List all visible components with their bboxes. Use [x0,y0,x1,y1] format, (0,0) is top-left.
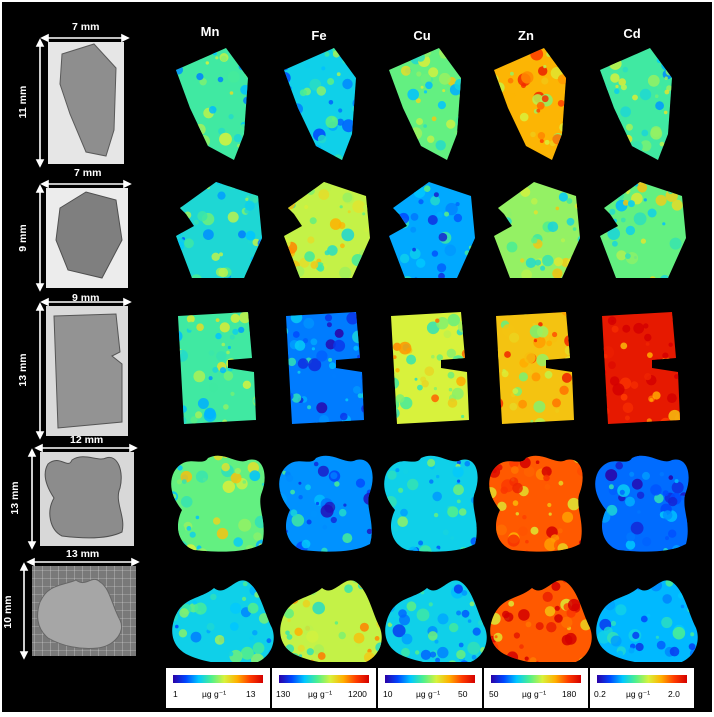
map-mn-row4 [160,441,276,575]
scale-fe-max: 1200 [348,689,367,699]
map-zn-row5 [477,564,599,662]
scale-cd-min: 0.2 [594,689,606,699]
scale-mn-gradient [173,675,263,683]
map-cu-row2 [374,172,493,302]
scale-fe: 130 µg g⁻¹ 1200 [272,668,376,708]
map-fe-row2 [268,171,387,300]
map-zn-row3 [482,296,592,430]
map-cu-row3 [377,302,491,428]
scale-zn-gradient [491,675,581,683]
scale-cu: 10 µg g⁻¹ 50 [378,668,482,708]
scale-cd-unit: µg g⁻¹ [626,689,650,700]
scale-zn-min: 50 [489,689,498,699]
map-cd-row2 [586,171,705,300]
map-fe-row5 [269,561,387,662]
map-cd-row3 [583,306,702,429]
scale-cd: 0.2 µg g⁻¹ 2.0 [590,668,694,708]
scale-mn-min: 1 [173,689,178,699]
map-cu-row4 [375,443,491,573]
map-fe-row1 [270,36,386,169]
scale-cd-max: 2.0 [668,689,680,699]
scale-fe-unit: µg g⁻¹ [308,689,332,700]
scale-zn-unit: µg g⁻¹ [522,689,546,700]
scale-fe-min: 130 [276,689,290,699]
map-cu-row5 [374,564,495,662]
scale-zn: 50 µg g⁻¹ 180 [484,668,588,708]
scale-cu-gradient [385,675,475,683]
map-cd-row1 [587,38,702,171]
scale-fe-gradient [279,675,369,683]
scale-mn-max: 13 [246,689,255,699]
scale-mn: 1 µg g⁻¹ 13 [166,668,270,708]
scale-cu-unit: µg g⁻¹ [416,689,440,700]
map-fe-row3 [266,299,387,431]
scale-cd-gradient [597,675,687,683]
map-cd-row5 [587,561,704,662]
element-maps-grid [2,2,712,662]
map-zn-row4 [480,442,594,567]
map-mn-row3 [160,299,281,428]
map-cu-row1 [374,38,491,169]
scale-zn-max: 180 [562,689,576,699]
map-zn-row2 [479,174,596,300]
scale-cu-max: 50 [458,689,467,699]
map-mn-row5 [168,560,282,662]
map-fe-row4 [271,442,388,574]
map-mn-row1 [159,41,277,169]
map-cd-row4 [587,444,705,572]
scale-cu-min: 10 [383,689,392,699]
map-zn-row1 [481,39,596,165]
scale-mn-unit: µg g⁻¹ [202,689,226,700]
map-mn-row2 [162,173,279,301]
